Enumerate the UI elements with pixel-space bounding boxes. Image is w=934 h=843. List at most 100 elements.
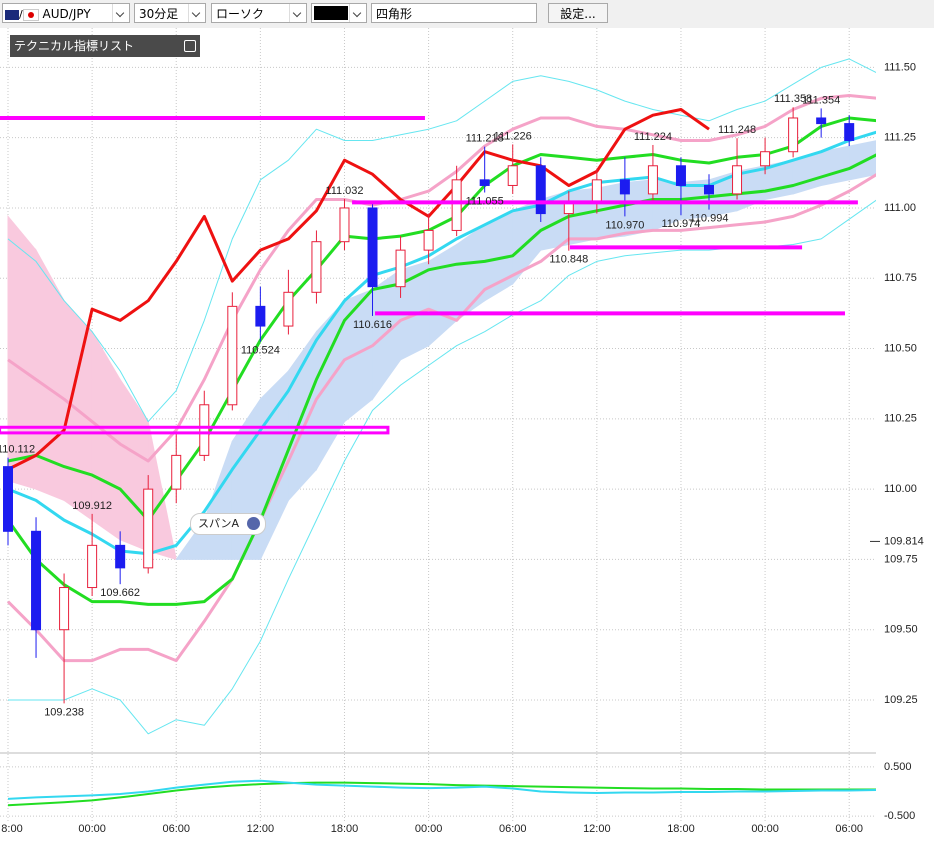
indicator-line	[7, 108, 710, 471]
x-tick-label: 06:00	[499, 823, 527, 835]
y-tick-label: 109.50	[884, 624, 918, 636]
indicator-panel-title: テクニカル指標リスト	[14, 39, 135, 53]
x-tick-label: 00:00	[78, 823, 106, 835]
candle-body	[283, 291, 294, 327]
candle-body	[507, 165, 518, 186]
indicator-panel[interactable]: テクニカル指標リスト	[10, 35, 200, 57]
candle-body	[227, 305, 238, 406]
y2-tick-label: -0.500	[884, 810, 915, 822]
y-tick-label: 110.25	[884, 413, 917, 425]
candle-body	[423, 229, 434, 251]
color-select[interactable]	[311, 3, 367, 23]
drawing-tool[interactable]: 四角形	[371, 3, 537, 23]
tag-icon	[247, 517, 261, 530]
indicator-line	[7, 58, 876, 423]
indicator-line	[7, 781, 876, 807]
x-tick-label: 12:00	[583, 823, 611, 835]
candle-body	[199, 404, 210, 456]
candle-body	[451, 179, 462, 231]
candle-body	[59, 587, 70, 631]
candle-body	[367, 207, 378, 288]
y-tick-label: 110.00	[884, 483, 917, 495]
candle-body	[619, 179, 630, 195]
x-tick-label: 18:00	[331, 823, 359, 835]
span-a-tag[interactable]: スパンA	[190, 513, 267, 535]
chart-style: ローソク	[216, 7, 265, 21]
high-label: 111.248	[718, 124, 756, 136]
symbol-select[interactable]: / AUD/JPY	[2, 3, 130, 23]
low-label: 111.055	[466, 195, 504, 207]
y-tick-label: 109.75	[884, 553, 918, 565]
high-label: 109.912	[72, 500, 112, 512]
x-tick-label: 8:00	[1, 823, 22, 835]
candle-body	[816, 117, 827, 125]
high-label: 111.226	[494, 130, 532, 142]
drawn-box	[0, 425, 390, 435]
candle-body	[591, 179, 602, 203]
symbol: AUD/JPY	[42, 7, 91, 21]
cloud	[820, 145, 850, 187]
x-tick-label: 06:00	[162, 823, 190, 835]
candle-body	[311, 241, 322, 293]
x-tick-label: 00:00	[415, 823, 443, 835]
high-label: 111.354	[802, 94, 840, 106]
candle-body	[395, 249, 406, 288]
axes: 109.25 109.50 109.75 110.00 110.25 110.50 110.…	[0, 61, 924, 835]
cloud	[428, 243, 458, 347]
cloud	[259, 369, 289, 560]
flag-jp	[22, 8, 39, 21]
flag-au	[5, 9, 19, 20]
high-label: 111.218	[466, 133, 504, 145]
candle-body	[788, 117, 799, 153]
y-tick-label: 111.50	[884, 61, 916, 73]
candle-body	[704, 184, 714, 195]
timeframe-select[interactable]: 30分足	[134, 3, 206, 23]
panel-icon[interactable]	[184, 40, 196, 52]
y-tick-label: 110.75	[884, 272, 917, 284]
timeframe: 30分足	[139, 7, 179, 21]
low-label: 109.662	[100, 587, 140, 599]
color-swatch	[314, 6, 348, 20]
candle-body	[535, 165, 546, 215]
candle-body	[760, 151, 771, 167]
y-tick-label: 111.25	[884, 132, 916, 144]
candle-body	[31, 530, 42, 631]
candle-body	[143, 488, 154, 569]
chart-style-select[interactable]: ローソク	[211, 3, 307, 23]
low-label: 110.616	[353, 319, 392, 331]
x-tick-label: 12:00	[247, 823, 275, 835]
candle-body	[675, 165, 686, 186]
settings-button[interactable]: 設定...	[548, 3, 608, 23]
high-label: 110.112	[0, 444, 35, 456]
drawing-tool-text: 四角形	[376, 7, 413, 21]
candle-body	[171, 454, 182, 490]
cloud	[35, 248, 65, 502]
high-label: 111.358	[774, 93, 812, 105]
candle-body	[844, 123, 855, 141]
low-label: 110.524	[241, 345, 280, 357]
x-tick-label: 06:00	[835, 823, 863, 835]
main-plot	[0, 58, 876, 735]
oscillator-plot	[7, 779, 876, 807]
indicator-line	[7, 779, 876, 800]
y-tick-label: 110.50	[884, 342, 917, 354]
cloud	[343, 288, 374, 423]
cloud	[231, 397, 261, 560]
low-label: 110.848	[549, 254, 588, 266]
grid	[0, 28, 876, 821]
low-label: 109.238	[44, 706, 84, 718]
candle-body	[339, 207, 350, 243]
candle-body	[647, 165, 658, 195]
x-tick-label: 18:00	[667, 823, 695, 835]
settings-text: 設定...	[560, 7, 596, 21]
low-label: 110.974	[661, 218, 700, 230]
y-tick-label: 109.25	[884, 694, 918, 706]
x-tick-label: 00:00	[751, 823, 779, 835]
y-tick-label: 111.00	[884, 202, 916, 214]
candle-body	[732, 165, 743, 195]
high-label: 111.224	[634, 131, 672, 143]
indicator-line	[7, 94, 876, 463]
candle-body	[87, 544, 98, 589]
